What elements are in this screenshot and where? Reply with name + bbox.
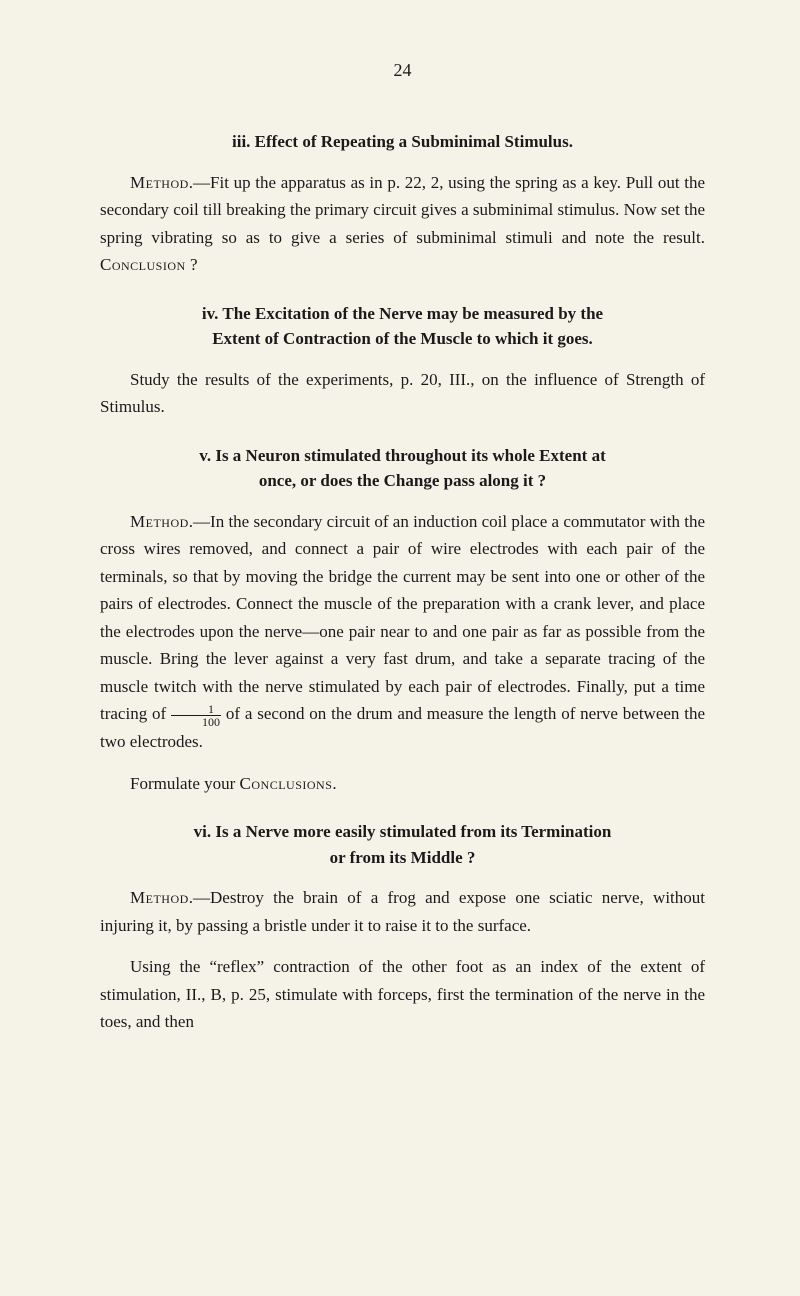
section-iii-heading: iii. Effect of Repeating a Subminimal St… (100, 129, 705, 155)
conclusion-label: Conclusion (100, 255, 186, 274)
fraction-denominator: 100 (171, 716, 221, 728)
section-v-text1: .—In the secondary circuit of an inducti… (100, 512, 705, 724)
section-v-heading-line2: once, or does the Change pass along it ? (100, 468, 705, 494)
section-vi-para1: Method.—Destroy the brain of a frog and … (100, 884, 705, 939)
fraction: 1100 (171, 703, 221, 728)
page-number: 24 (100, 60, 705, 81)
method-label: Method (130, 888, 189, 907)
section-v-para2: Formulate your Conclusions. (100, 770, 705, 798)
section-iii-para: Method.—Fit up the apparatus as in p. 22… (100, 169, 705, 279)
method-label: Method (130, 512, 189, 531)
period: . (332, 774, 336, 793)
section-v-heading-line1: v. Is a Neuron stimulated throughout its… (100, 443, 705, 469)
conclusions-label: Conclusions (240, 774, 333, 793)
section-vi-heading-line1: vi. Is a Nerve more easily stimulated fr… (100, 819, 705, 845)
section-iv-heading-line2: Extent of Contraction of the Muscle to w… (100, 326, 705, 352)
section-vi-text1: .—Destroy the brain of a frog and expose… (100, 888, 705, 935)
section-vi-heading-line2: or from its Middle ? (100, 845, 705, 871)
method-label: Method (130, 173, 189, 192)
section-iv-heading-line1: iv. The Excitation of the Nerve may be m… (100, 301, 705, 327)
section-vi-para2: Using the “reflex” contraction of the ot… (100, 953, 705, 1036)
section-iv-para: Study the results of the experiments, p.… (100, 366, 705, 421)
formulate-text: Formulate your (130, 774, 240, 793)
page-container: 24 iii. Effect of Repeating a Subminimal… (0, 0, 800, 1296)
section-v-para1: Method.—In the secondary circuit of an i… (100, 508, 705, 756)
